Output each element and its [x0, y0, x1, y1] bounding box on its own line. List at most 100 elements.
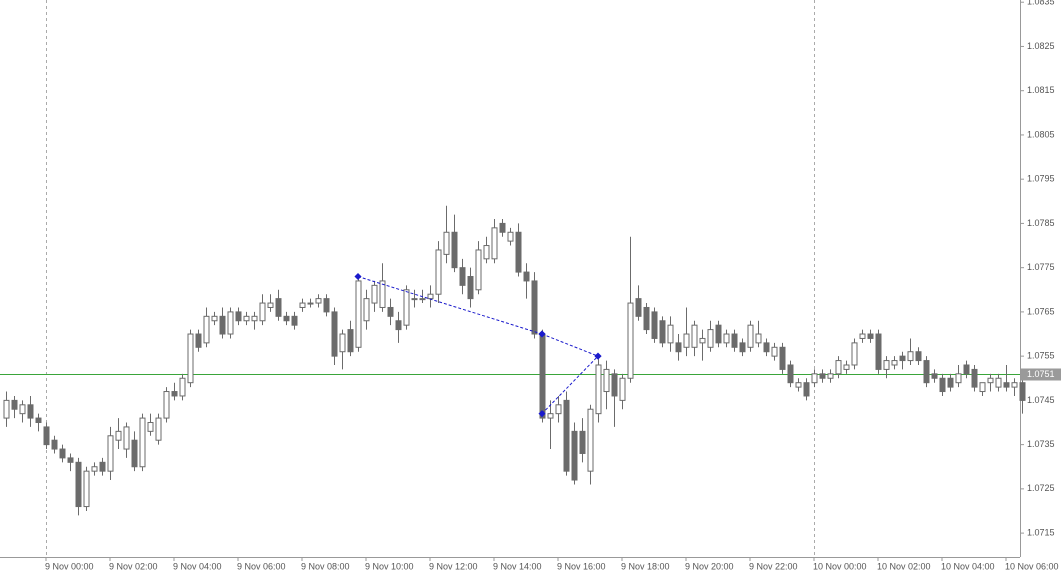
candle-body — [531, 280, 538, 335]
candle-body — [811, 373, 818, 384]
candle-body — [483, 245, 490, 260]
candle-body — [187, 333, 194, 384]
trade-marker — [538, 330, 546, 338]
x-tick-label: 9 Nov 12:00 — [429, 561, 478, 571]
candle-body — [955, 373, 962, 384]
candle-body — [979, 382, 986, 393]
candle-body — [11, 399, 18, 410]
x-tick-label: 9 Nov 08:00 — [301, 561, 350, 571]
x-tick-label: 9 Nov 02:00 — [109, 561, 158, 571]
candle-body — [915, 351, 922, 362]
candle-body — [891, 360, 898, 366]
candle-body — [179, 377, 186, 397]
candle-body — [491, 227, 498, 260]
y-tick-label: 1.0835 — [1027, 0, 1055, 7]
trade-marker — [354, 272, 362, 281]
x-tick-label: 10 Nov 00:00 — [813, 561, 867, 571]
candle-body — [635, 298, 642, 317]
trade-line — [541, 333, 599, 357]
candle-body — [835, 360, 842, 375]
candle-body — [1019, 382, 1026, 401]
candle-body — [907, 351, 914, 362]
candle-body — [227, 311, 234, 335]
candle-body — [923, 360, 930, 384]
x-tick-label: 9 Nov 16:00 — [557, 561, 606, 571]
candle-body — [787, 364, 794, 384]
y-tick-label: 1.0775 — [1027, 262, 1055, 272]
candle-body — [795, 382, 802, 388]
trade-marker — [594, 352, 602, 360]
y-tick-label: 1.0745 — [1027, 395, 1055, 405]
candle-body — [275, 298, 282, 317]
candle-body — [59, 448, 66, 459]
candle-body — [683, 333, 690, 348]
candle-body — [595, 364, 602, 415]
price-label: 1.0751 — [1027, 369, 1055, 379]
candle-body — [411, 298, 418, 301]
candle-body — [35, 417, 42, 424]
candle-body — [43, 426, 50, 446]
candle-body — [947, 377, 954, 388]
candle-body — [995, 377, 1002, 388]
candle-body — [475, 249, 482, 291]
candle-body — [651, 311, 658, 339]
candle-body — [403, 289, 410, 326]
candle-body — [779, 346, 786, 370]
candle-body — [99, 461, 106, 472]
trade-line — [541, 355, 599, 415]
candle-body — [763, 342, 770, 353]
candle-body — [3, 399, 10, 419]
candle-body — [723, 333, 730, 344]
candle-body — [387, 306, 394, 317]
candle-body — [571, 430, 578, 481]
candle-body — [587, 408, 594, 472]
candle-body — [371, 284, 378, 304]
candle-body — [451, 231, 458, 269]
candle-body — [131, 439, 138, 468]
candle-body — [875, 333, 882, 370]
candle-body — [707, 329, 714, 348]
candle-body — [259, 302, 266, 322]
candle-body — [1003, 382, 1010, 388]
candle-body — [155, 417, 162, 441]
x-tick-label: 9 Nov 06:00 — [237, 561, 286, 571]
candle-body — [851, 342, 858, 366]
candle-body — [931, 373, 938, 379]
x-tick-label: 9 Nov 00:00 — [45, 561, 94, 571]
y-tick-label: 1.0795 — [1027, 174, 1055, 184]
candle-body — [347, 329, 354, 353]
y-tick-label: 1.0805 — [1027, 129, 1055, 139]
trade-line — [357, 276, 543, 335]
candle-body — [19, 404, 26, 415]
candle-body — [75, 461, 82, 508]
candle-body — [331, 311, 338, 357]
candle-body — [963, 364, 970, 375]
candle-body — [123, 426, 130, 450]
x-tick-label: 9 Nov 20:00 — [685, 561, 734, 571]
candle-body — [547, 413, 554, 419]
candle-body — [867, 333, 874, 339]
y-tick-label: 1.0755 — [1027, 351, 1055, 361]
x-tick-label: 9 Nov 04:00 — [173, 561, 222, 571]
candle-body — [323, 298, 330, 313]
candle-body — [83, 470, 90, 508]
candle-body — [827, 373, 834, 379]
candle-body — [971, 368, 978, 388]
candle-body — [939, 377, 946, 393]
x-tick-label: 9 Nov 14:00 — [493, 561, 542, 571]
candle-body — [363, 298, 370, 322]
candle-body — [27, 404, 34, 419]
candle-body — [515, 231, 522, 273]
candle-body — [147, 422, 154, 432]
candle-body — [443, 231, 450, 255]
y-tick-label: 1.0815 — [1027, 85, 1055, 95]
candle-body — [395, 320, 402, 331]
candle-body — [803, 382, 810, 397]
y-tick-label: 1.0825 — [1027, 41, 1055, 51]
candle-body — [507, 231, 514, 242]
candle-body — [899, 355, 906, 362]
candle-body — [1011, 382, 1018, 388]
candle-body — [731, 333, 738, 348]
candle-body — [427, 293, 434, 300]
